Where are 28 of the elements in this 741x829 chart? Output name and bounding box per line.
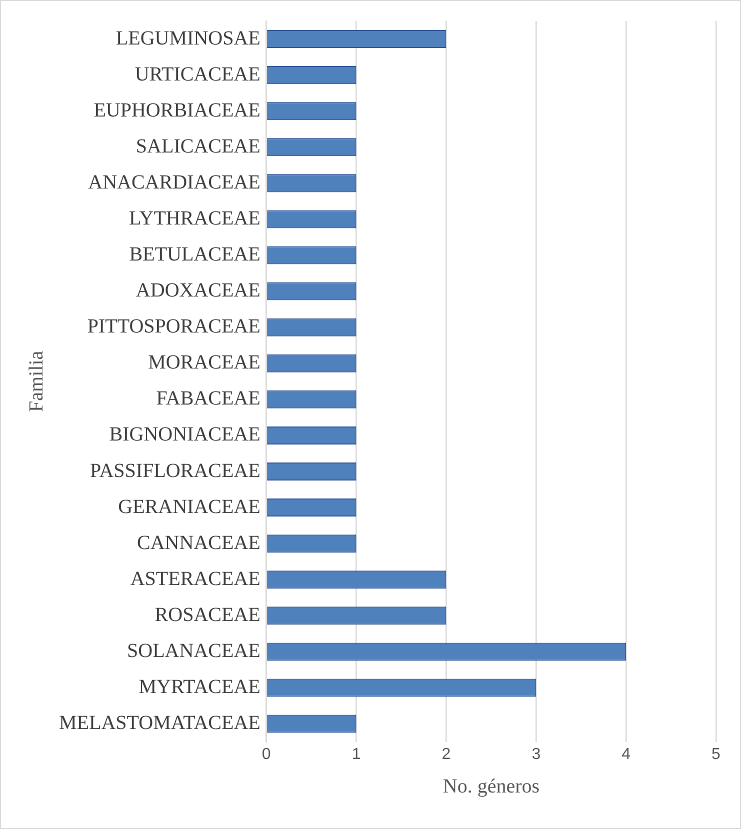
- y-tick-label: ASTERACEAE: [130, 568, 260, 590]
- y-tick-label: BETULACEAE: [129, 244, 260, 266]
- y-tick-label: EUPHORBIACEAE: [94, 99, 260, 122]
- y-tick-label: ADOXACEAE: [136, 280, 260, 302]
- x-tick-label: 5: [712, 746, 721, 763]
- x-tick-label: 3: [532, 746, 541, 763]
- y-tick-label: LEGUMINOSAE: [116, 27, 260, 50]
- y-tick-label: LYTHRACEAE: [129, 207, 260, 230]
- y-tick-label: MELASTOMATACEAE: [58, 712, 260, 734]
- y-tick-label: ROSACEAE: [154, 604, 260, 626]
- y-tick-label: MYRTACEAE: [138, 676, 260, 698]
- y-tick-label: MORACEAE: [148, 352, 260, 374]
- y-tick-label: SOLANACEAE: [127, 640, 260, 662]
- x-tick-label: 1: [352, 746, 361, 763]
- y-tick-label: PASSIFLORACEAE: [90, 460, 260, 482]
- y-tick-label: ANACARDIACEAE: [88, 171, 260, 194]
- y-tick-label: URTICACEAE: [134, 63, 260, 86]
- y-tick-label: PITTOSPORACEAE: [87, 316, 260, 338]
- x-axis-title: No. géneros: [442, 775, 540, 798]
- y-tick-label: BIGNONIACEAE: [109, 424, 260, 446]
- x-tick-label: 0: [262, 746, 271, 763]
- x-tick-label: 4: [622, 746, 631, 763]
- y-axis-title: Familia: [25, 350, 48, 412]
- y-tick-label: CANNACEAE: [137, 532, 260, 554]
- y-tick-label: FABACEAE: [156, 388, 260, 410]
- y-tick-label: GERANIACEAE: [118, 496, 260, 518]
- y-tick-label: SALICACEAE: [136, 135, 260, 158]
- x-tick-label: 2: [442, 746, 451, 763]
